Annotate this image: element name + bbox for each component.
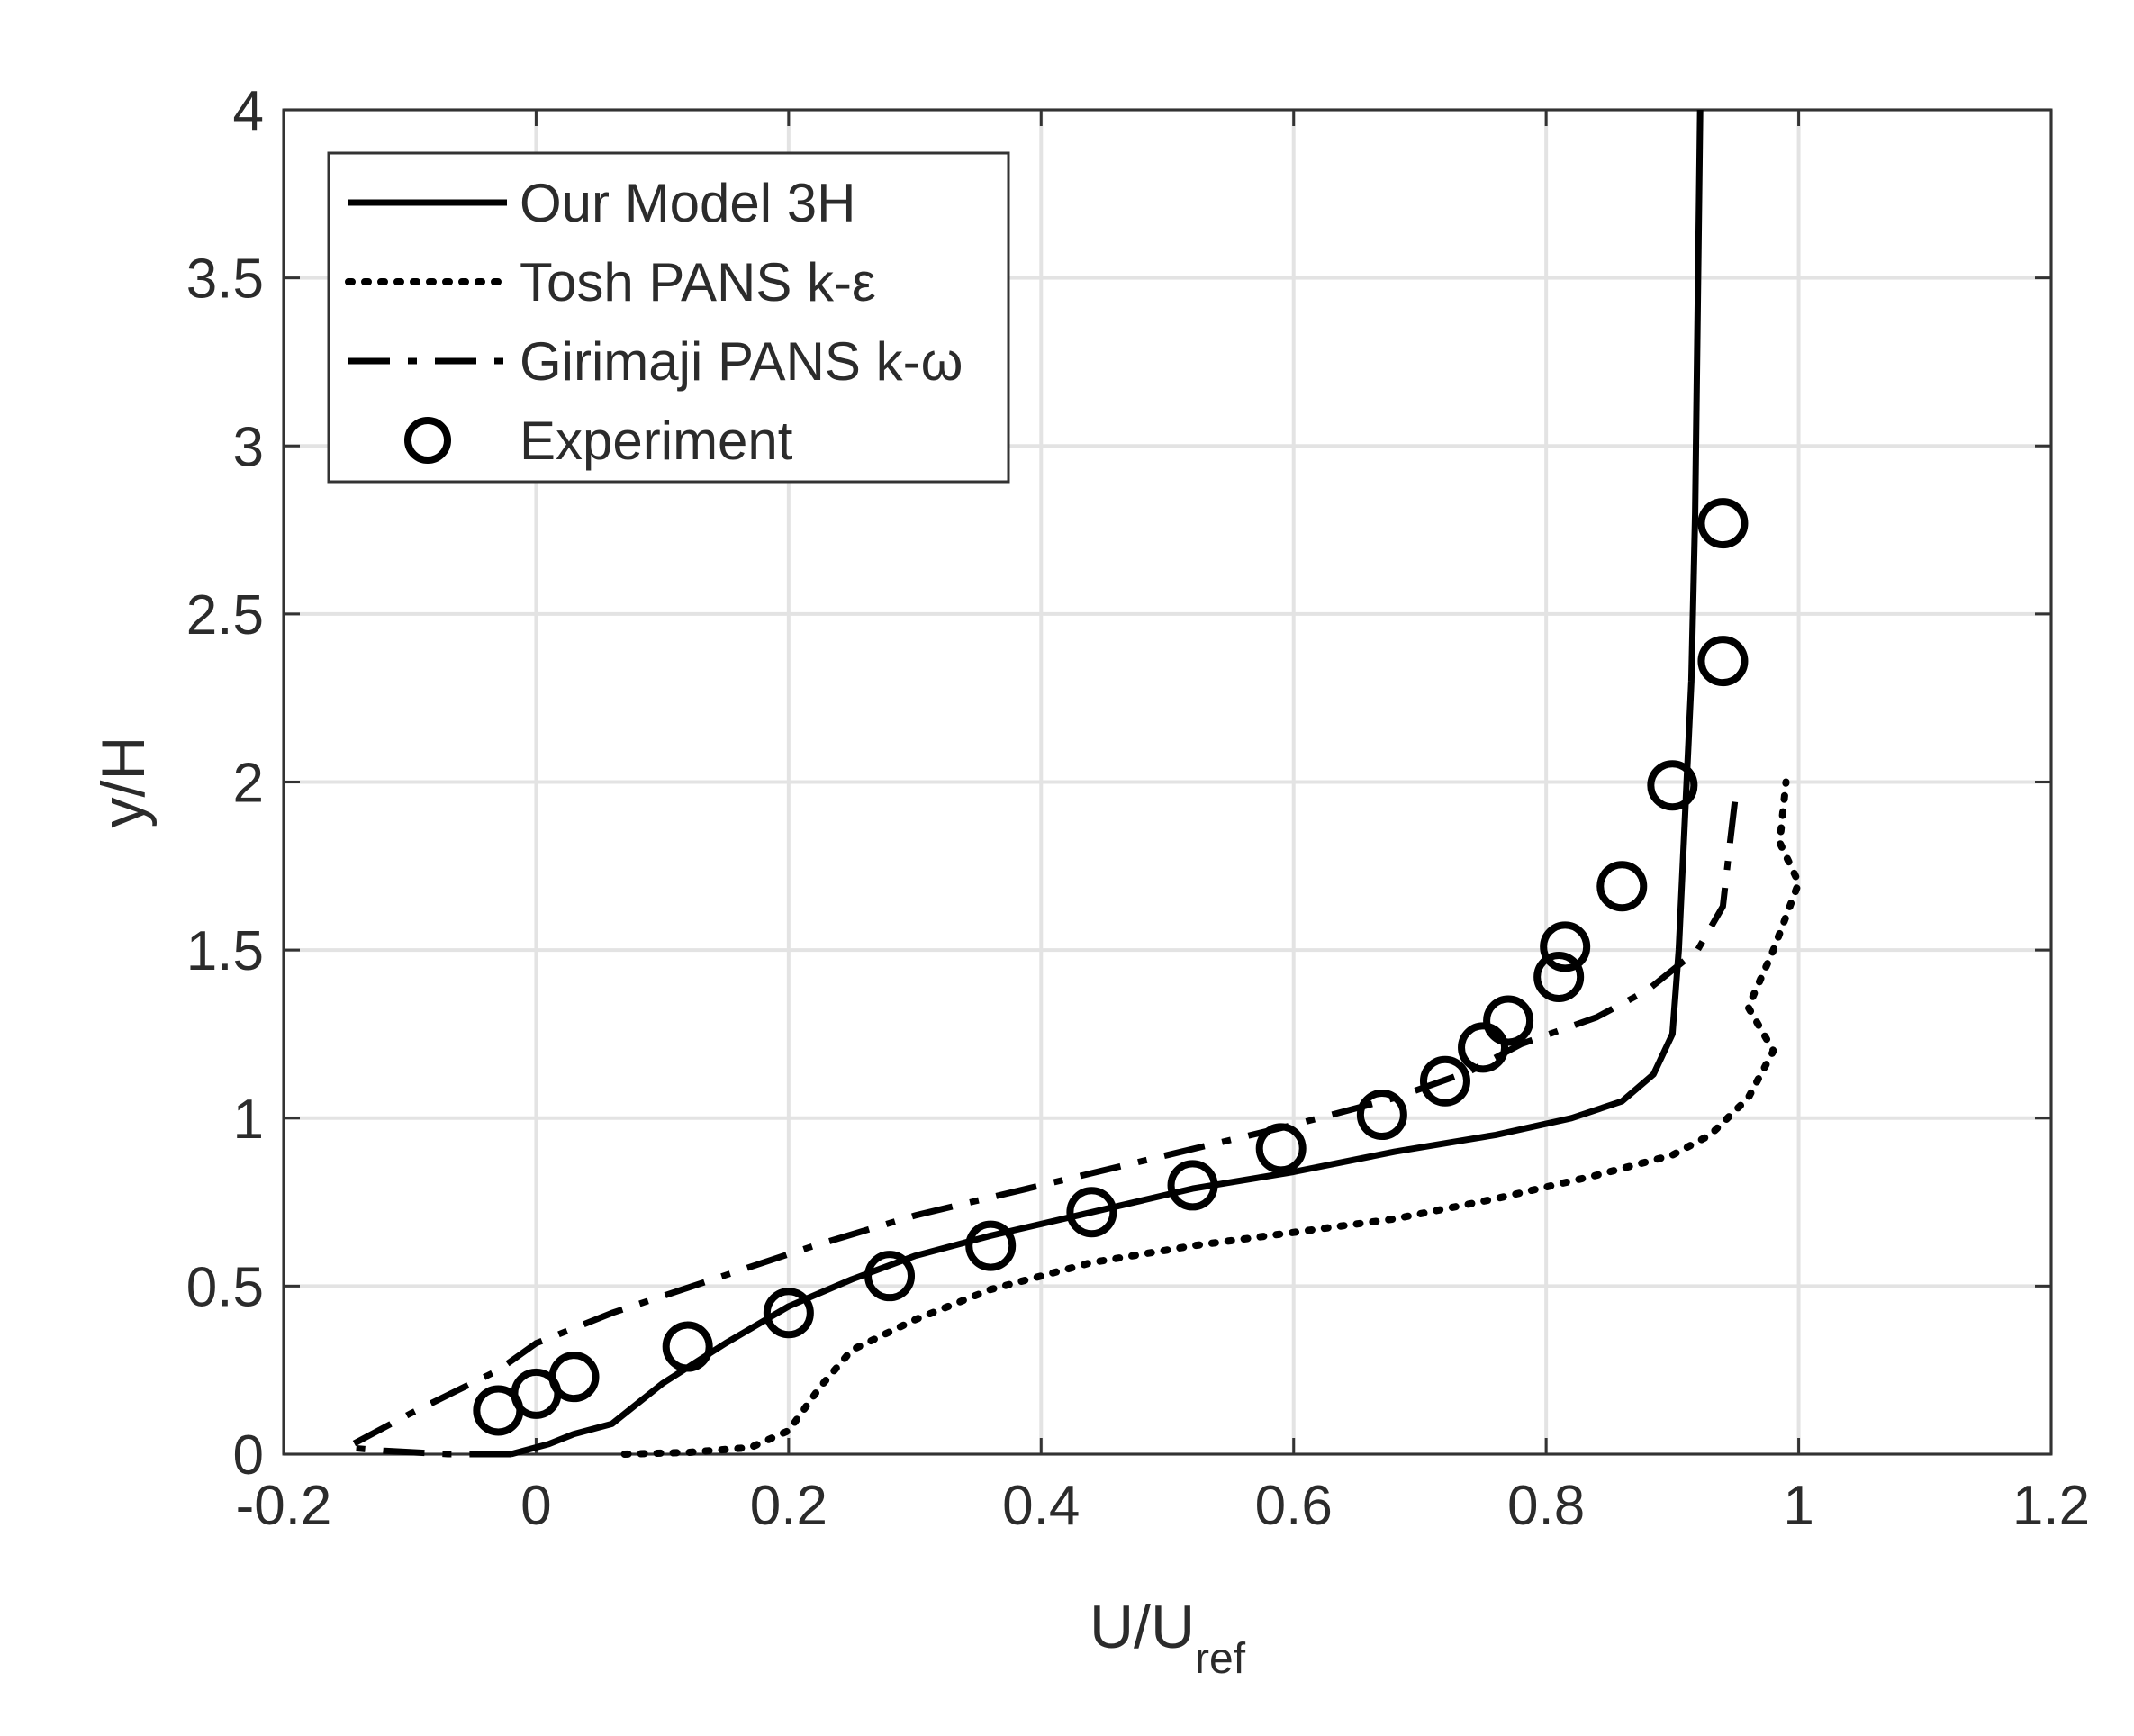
x-tick-label: -0.2 xyxy=(236,1475,332,1537)
legend-label: Tosh PANS k-ε xyxy=(520,252,876,312)
experiment-marker xyxy=(1167,1160,1218,1211)
experiment-marker xyxy=(1596,861,1648,912)
experiment-marker xyxy=(1458,1022,1509,1073)
experiment-marker xyxy=(1647,760,1698,811)
experiment-marker xyxy=(1066,1187,1117,1238)
plot-axes xyxy=(282,108,2053,1456)
series-0-line xyxy=(510,109,1704,1458)
experiment-marker xyxy=(548,1352,600,1403)
x-tick-label: 1 xyxy=(1783,1475,1813,1537)
y-tick-label: 4 xyxy=(233,80,264,142)
experiment-marker xyxy=(965,1220,1017,1271)
experiment-marker xyxy=(1533,951,1585,1002)
experiment-marker xyxy=(1483,995,1534,1046)
experiment-marker xyxy=(763,1288,814,1339)
y-axis-label: y/H xyxy=(89,737,158,828)
x-tick-label: 0 xyxy=(520,1475,551,1537)
y-tick-label: 1 xyxy=(233,1089,264,1151)
x-tick-label: 1.2 xyxy=(2012,1475,2090,1537)
y-tick-label: 0 xyxy=(233,1424,264,1487)
x-tick-label: 0.2 xyxy=(750,1475,827,1537)
y-tick-label: 2 xyxy=(233,753,264,815)
legend-label: Experiment xyxy=(520,411,793,471)
y-tick-label: 0.5 xyxy=(186,1256,264,1318)
y-tick-label: 3 xyxy=(233,416,264,478)
series-1-line xyxy=(620,778,1803,1458)
legend-label: Girimaji PANS k-ω xyxy=(520,331,963,392)
x-axis-label: U/Uref xyxy=(1090,1593,1246,1683)
y-tick-label: 2.5 xyxy=(186,584,264,646)
legend-label: Our Model 3H xyxy=(520,173,855,233)
legend: Our Model 3H Tosh PANS k-ε Girimaji PANS k… xyxy=(327,151,1010,484)
x-axis-label-subscript: ref xyxy=(1195,1635,1246,1683)
experiment-marker xyxy=(1419,1055,1470,1107)
x-axis-label-main: U/U xyxy=(1090,1593,1195,1661)
experiment-marker xyxy=(1255,1123,1307,1174)
plot-series xyxy=(343,109,1803,1458)
experiment-marker xyxy=(864,1251,916,1302)
tick-labels: -0.2 0 0.2 0.4 0.6 0.8 1 1.200.511.522.533.54 xyxy=(186,80,2090,1537)
legend-marker-circle xyxy=(404,417,451,464)
x-tick-label: 0.4 xyxy=(1002,1475,1080,1537)
y-tick-label: 1.5 xyxy=(186,920,264,982)
experiment-marker xyxy=(1540,921,1591,972)
experiment-marker xyxy=(1697,498,1749,549)
y-tick-label: 3.5 xyxy=(186,249,264,311)
series-2-line xyxy=(343,794,1739,1458)
experiment-marker xyxy=(1356,1090,1407,1141)
x-tick-label: 0.6 xyxy=(1255,1475,1333,1537)
x-tick-label: 0.8 xyxy=(1507,1475,1585,1537)
experiment-marker xyxy=(662,1321,713,1372)
experiment-marker xyxy=(1697,636,1749,687)
